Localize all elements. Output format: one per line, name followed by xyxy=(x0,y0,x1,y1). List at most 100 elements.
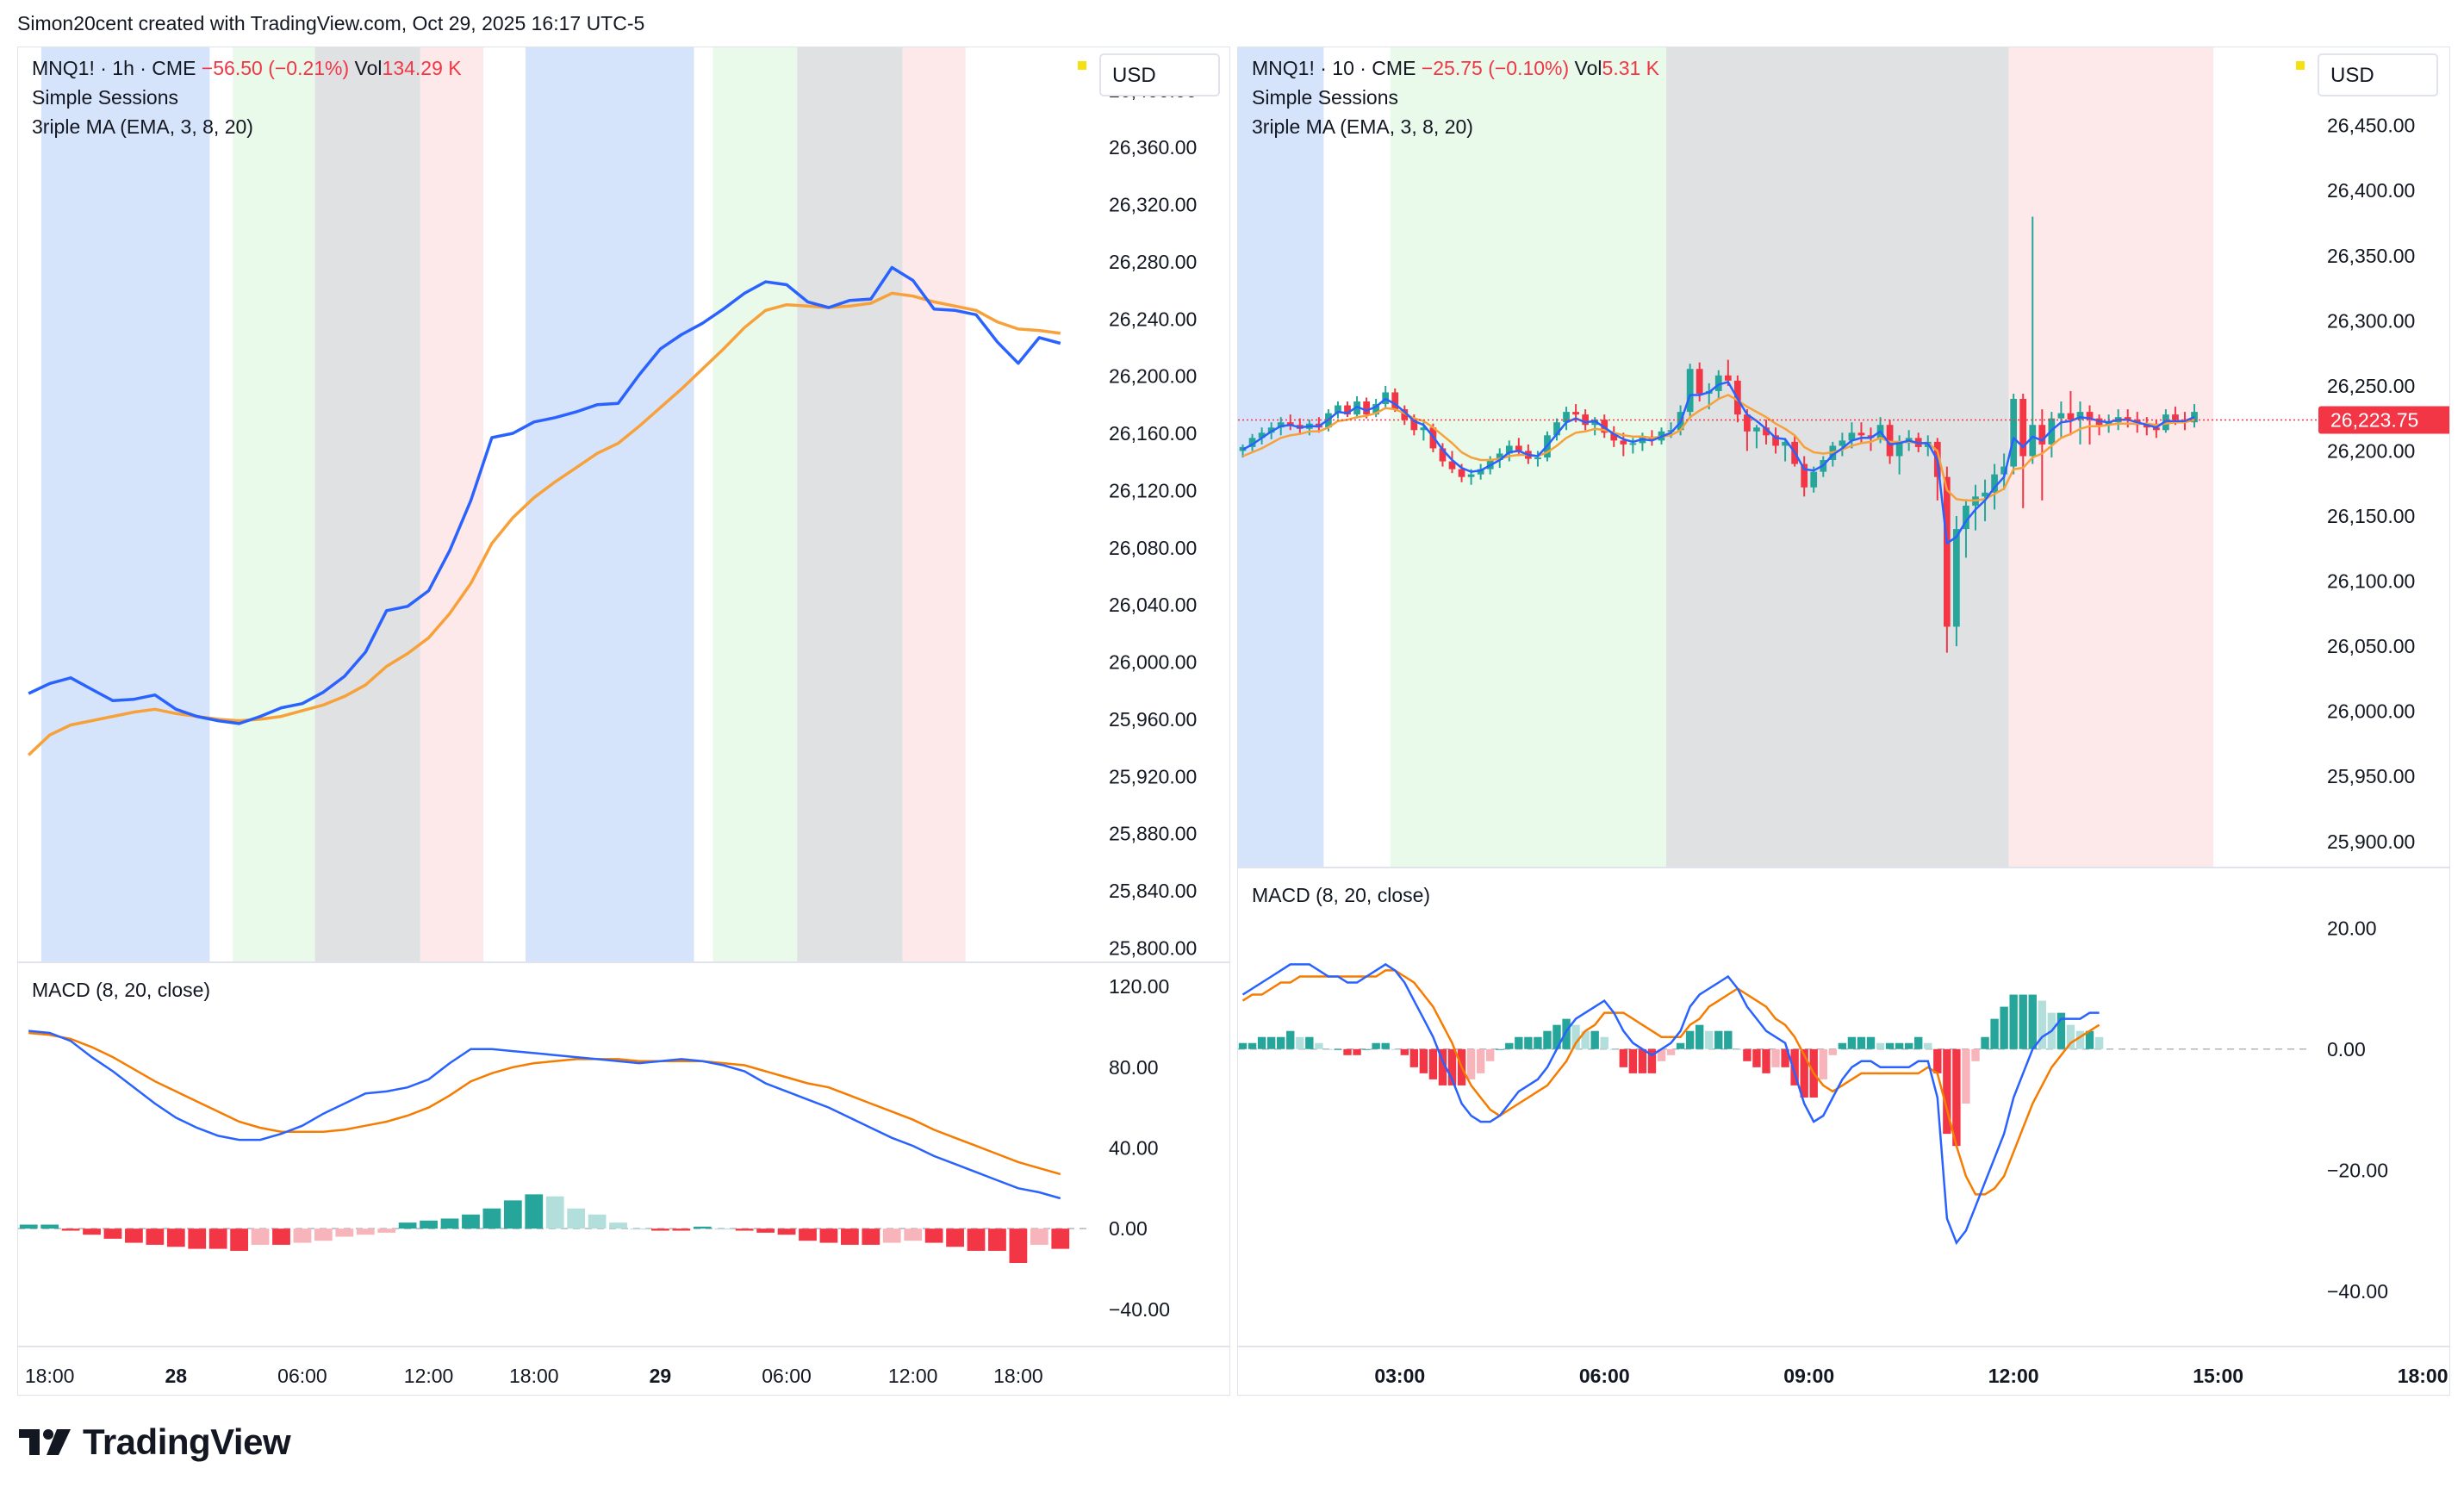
macd-histogram-bar xyxy=(693,1226,712,1229)
macd-histogram-bar xyxy=(1051,1228,1070,1249)
candle-body xyxy=(1963,505,1969,530)
price-tick-label: 25,840.00 xyxy=(1109,880,1197,902)
macd-histogram-bar xyxy=(1496,1048,1504,1050)
candle-body xyxy=(1277,422,1285,428)
price-tick-label: 25,950.00 xyxy=(2327,765,2415,787)
time-tick-label: 18:00 xyxy=(993,1365,1043,1387)
macd-histogram-bar xyxy=(1933,1048,1942,1073)
candle-body xyxy=(1439,448,1447,462)
price-tick-label: 26,300.00 xyxy=(2327,309,2415,332)
macd-histogram-bar xyxy=(1534,1036,1542,1049)
time-tick-label: 18:00 xyxy=(2398,1365,2448,1387)
time-tick-label: 09:00 xyxy=(1783,1365,1834,1387)
macd-histogram-bar xyxy=(904,1228,923,1241)
candle-body xyxy=(2057,413,2065,419)
session-band-asia xyxy=(1238,47,1324,868)
macd-histogram-bar xyxy=(567,1208,586,1229)
session-band-close xyxy=(420,47,484,962)
left-chart-panel[interactable]: 26,400.0026,360.0026,320.0026,280.0026,2… xyxy=(17,47,1230,1396)
candle-body xyxy=(1582,414,1590,426)
macd-histogram-bar xyxy=(1571,1024,1580,1049)
candle-body xyxy=(1410,420,1418,431)
macd-histogram-bar xyxy=(1524,1036,1533,1049)
macd-histogram-bar xyxy=(272,1228,290,1245)
price-tick-label: 26,240.00 xyxy=(1109,308,1197,330)
macd-histogram-bar xyxy=(1476,1048,1485,1073)
macd-histogram-bar xyxy=(1714,1030,1723,1049)
macd-histogram-bar xyxy=(335,1228,354,1237)
legend-indicator-sessions: Simple Sessions xyxy=(32,86,178,109)
candle-body xyxy=(1496,453,1503,461)
macd-histogram-bar xyxy=(188,1228,207,1249)
left-chart-svg[interactable]: 26,400.0026,360.0026,320.0026,280.0026,2… xyxy=(18,47,1229,1395)
macd-histogram-bar xyxy=(377,1228,396,1233)
macd-histogram-bar xyxy=(1847,1036,1857,1049)
candle-body xyxy=(1372,404,1380,415)
macd-histogram-bar xyxy=(1552,1024,1561,1049)
macd-histogram-bar xyxy=(1428,1048,1438,1079)
macd-histogram-bar xyxy=(1705,1030,1714,1049)
macd-histogram-bar xyxy=(2019,994,2027,1049)
candle-body xyxy=(1534,457,1541,459)
macd-histogram-bar xyxy=(440,1218,459,1229)
macd-histogram-bar xyxy=(946,1228,964,1247)
macd-histogram-bar xyxy=(1619,1048,1628,1067)
right-chart-panel[interactable]: 26,450.00 26,400.00 26,350.00 26,300.00 26,2… xyxy=(1237,47,2456,1396)
macd-histogram-bar xyxy=(503,1200,522,1229)
macd-histogram-bar xyxy=(230,1228,249,1251)
legend-indicator-sessions: Simple Sessions xyxy=(1252,86,1398,109)
macd-histogram-bar xyxy=(1257,1036,1266,1049)
macd-legend-title: MACD (8, 20, close) xyxy=(1252,884,1430,906)
macd-histogram-bar xyxy=(1305,1036,1314,1049)
macd-histogram-bar xyxy=(1952,1048,1961,1147)
currency-selector-box xyxy=(1099,53,1220,96)
macd-histogram-bar xyxy=(293,1228,312,1243)
macd-histogram-bar xyxy=(314,1228,333,1241)
currency-selector-box xyxy=(2318,53,2438,96)
legend-vol-label: Vol xyxy=(355,57,383,79)
macd-histogram-bar xyxy=(1286,1030,1295,1049)
macd-histogram-bar xyxy=(1657,1048,1666,1061)
time-tick-label: 12:00 xyxy=(1988,1365,2039,1387)
macd-histogram-bar xyxy=(1485,1048,1495,1061)
macd-histogram-bar xyxy=(1752,1048,1761,1067)
candle-body xyxy=(1629,443,1637,445)
price-tick-label: 26,040.00 xyxy=(1109,594,1197,616)
candle-body xyxy=(1335,405,1341,414)
right-chart-svg[interactable]: 26,450.00 26,400.00 26,350.00 26,300.00 26,2… xyxy=(1238,47,2456,1395)
macd-tick-label: 0.00 xyxy=(2327,1038,2366,1060)
candle-body xyxy=(2105,422,2112,426)
time-tick-label: 06:00 xyxy=(1579,1365,1630,1387)
candle-body xyxy=(2143,425,2150,428)
price-tick-label: 26,150.00 xyxy=(2327,505,2415,527)
macd-histogram-bar xyxy=(1695,1024,1704,1049)
candle-body xyxy=(2019,399,2027,457)
price-tick-label: 26,250.00 xyxy=(2327,375,2415,397)
macd-histogram-bar xyxy=(1400,1048,1409,1055)
macd-histogram-bar xyxy=(545,1196,564,1229)
tradingview-logo-text: TradingView xyxy=(83,1421,291,1462)
candle-body xyxy=(1286,422,1294,426)
candle-body xyxy=(2152,427,2160,431)
price-tick-label: 26,320.00 xyxy=(1109,194,1197,216)
macd-histogram-bar xyxy=(1277,1036,1285,1049)
price-tick-label: 26,120.00 xyxy=(1109,479,1197,501)
candle-body xyxy=(1477,469,1484,475)
tradingview-logo[interactable]: TradingView xyxy=(19,1421,291,1463)
macd-histogram-bar xyxy=(1962,1048,1970,1104)
macd-line xyxy=(28,1029,1061,1200)
candle-body xyxy=(1458,469,1465,477)
legend-vol-label: Vol xyxy=(1575,57,1602,79)
macd-histogram-bar xyxy=(777,1228,796,1235)
macd-histogram-bar xyxy=(1419,1048,1428,1073)
candle-body xyxy=(1572,412,1579,415)
macd-histogram-bar xyxy=(1296,1036,1304,1049)
currency-label: USD xyxy=(1112,64,1156,87)
price-tick-label: 26,450.00 xyxy=(2327,115,2415,137)
candle-body xyxy=(2086,412,2094,420)
legend-change: −25.75 (−0.10%) xyxy=(1422,57,1575,79)
candle-body xyxy=(1953,529,1960,627)
macd-histogram-bar xyxy=(609,1222,627,1229)
macd-histogram-bar xyxy=(1248,1042,1257,1049)
macd-histogram-bar xyxy=(1466,1048,1476,1079)
